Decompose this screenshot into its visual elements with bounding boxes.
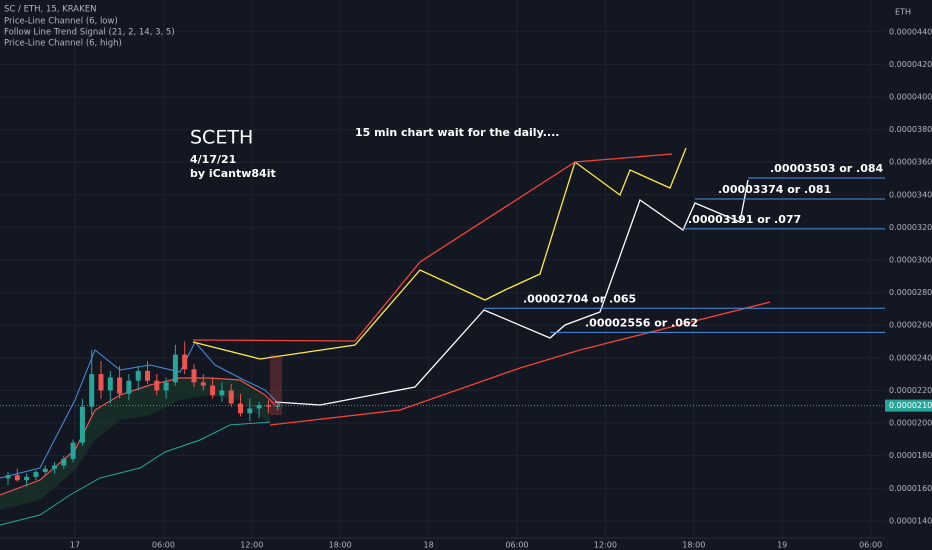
indicator-label: Price-Line Channel (6, high) (4, 39, 122, 49)
last-price-label: 0.00002107 (889, 401, 932, 410)
candle-body (191, 369, 197, 383)
candle-body (70, 442, 76, 459)
comment-note: 15 min chart wait for the daily.... (355, 126, 559, 139)
currency-label: ETH (895, 8, 911, 17)
channel-fill (0, 378, 270, 510)
x-tick-label: 19 (777, 541, 787, 550)
x-tick-label: 17 (70, 541, 80, 550)
channel-low (0, 421, 271, 526)
channel-high (0, 341, 281, 479)
candle-body (98, 374, 104, 391)
candle-body (247, 408, 253, 414)
x-tick-label: 12:00 (240, 541, 263, 550)
x-tick-label: 06:00 (859, 541, 882, 550)
candle-body (275, 405, 281, 407)
candle-body (79, 406, 85, 443)
highlight-box (270, 355, 282, 415)
candle-body (117, 377, 123, 394)
price-axis (885, 0, 932, 550)
candle-body (42, 468, 48, 472)
level-label: .00003503 or .084 (770, 162, 884, 175)
candle-body (145, 370, 150, 381)
projection-yellow (192, 147, 687, 360)
candle-body (61, 458, 67, 466)
level-label: .00002556 or .062 (585, 316, 698, 329)
candle-body (154, 380, 160, 391)
level-label: .00002704 or .065 (523, 292, 636, 305)
candle-body (219, 390, 225, 396)
y-tick-label: 0.00004400 (889, 27, 932, 36)
heading: SCETH (190, 127, 253, 149)
candles (5, 341, 281, 487)
candle-body (126, 380, 132, 394)
author-note: by iCantw84it (190, 167, 276, 180)
grid (0, 0, 885, 538)
x-tick-label: 06:00 (505, 541, 528, 550)
symbol-title: SC / ETH, 15, KRAKEN (4, 5, 96, 15)
level-label: .00003191 or .077 (688, 213, 801, 226)
indicator-label: Price-Line Channel (6, low) (4, 17, 118, 27)
candle-body (200, 382, 206, 386)
candle-body (163, 382, 169, 391)
candle-body (89, 374, 95, 407)
level-label: .00003374 or .081 (718, 183, 831, 196)
last-price-tag (885, 399, 932, 412)
candle-body (265, 405, 271, 407)
x-tick-label: 18 (424, 541, 434, 550)
projection-white (274, 179, 749, 406)
candle-body (172, 354, 178, 383)
x-tick-label: 18:00 (682, 541, 705, 550)
candle-body (5, 475, 11, 479)
candle-body (210, 385, 216, 396)
indicator-label: Follow Line Trend Signal (21, 2, 14, 3, … (4, 28, 175, 38)
x-tick-label: 12:00 (594, 541, 617, 550)
date-note: 4/17/21 (190, 153, 236, 166)
x-tick-label: 18:00 (329, 541, 352, 550)
projection-red-bottom (269, 301, 771, 426)
candle-body (24, 476, 30, 481)
candle-body (256, 405, 262, 409)
candle-body (14, 475, 20, 481)
x-tick-label: 06:00 (152, 541, 175, 550)
projection-red-top (192, 153, 673, 342)
candle-body (33, 471, 39, 477)
candle-body (52, 465, 57, 469)
candle-body (228, 390, 234, 404)
candle-body (238, 403, 243, 414)
candle-body (107, 377, 113, 391)
candle-body (135, 370, 141, 381)
candle-body (182, 354, 188, 370)
